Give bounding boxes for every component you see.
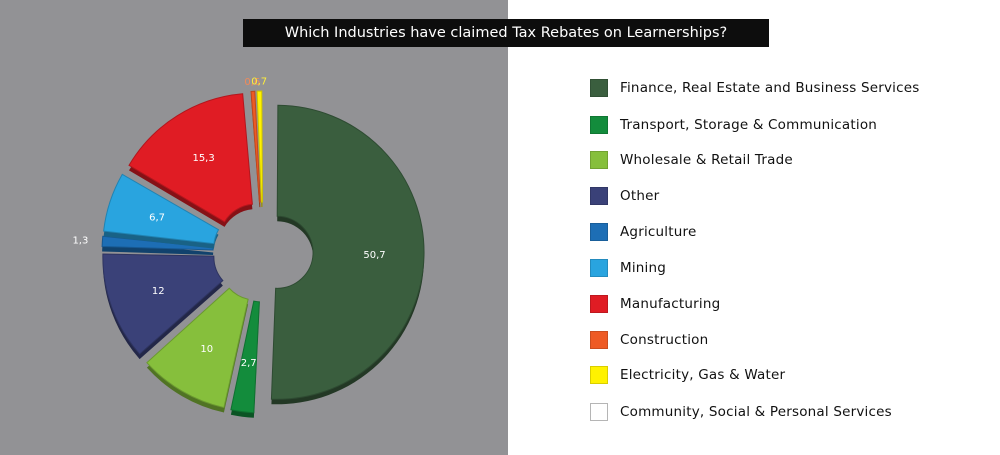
legend-label-transport-storage-and-communication: Transport, Storage & Communication <box>620 117 878 133</box>
legend-item-wholesale-and-retail-trade: Wholesale & Retail Trade <box>590 149 793 171</box>
legend-item-other: Other <box>590 185 659 207</box>
legend-item-electricity-gas-and-water: Electricity, Gas & Water <box>590 364 785 386</box>
legend-item-transport-storage-and-communication: Transport, Storage & Communication <box>590 114 877 136</box>
legend-label-manufacturing: Manufacturing <box>620 296 721 312</box>
legend-background-panel <box>508 0 1000 455</box>
legend-item-agriculture: Agriculture <box>590 221 696 243</box>
legend-swatch-agriculture <box>590 223 608 241</box>
slice-face-construction <box>250 90 261 203</box>
legend-swatch-transport-storage-and-communication <box>590 116 608 134</box>
slice-mining <box>103 173 220 249</box>
slice-manufacturing <box>128 93 253 227</box>
legend-swatch-mining <box>590 259 608 277</box>
slice-electricity-gas-and-water <box>256 90 263 208</box>
legend-swatch-other <box>590 187 608 205</box>
slice-face-finance-real-estate-and-business-services <box>270 104 425 400</box>
slices-layer <box>101 90 425 418</box>
labels-layer: 50,7 2,7 10 12 1,3 6,7 15,3 0,60,7 <box>72 77 385 370</box>
slice-label-finance-real-estate-and-business-services: 50,7 <box>363 250 385 261</box>
legend-label-other: Other <box>620 188 660 204</box>
chart-title: Which Industries have claimed Tax Rebate… <box>243 19 769 47</box>
legend-item-manufacturing: Manufacturing <box>590 293 720 315</box>
legend-label-electricity-gas-and-water: Electricity, Gas & Water <box>620 367 786 383</box>
slice-label-manufacturing: 15,3 <box>192 153 214 164</box>
slice-label-other: 12 <box>152 286 165 297</box>
legend-swatch-electricity-gas-and-water <box>590 366 608 384</box>
legend-label-wholesale-and-retail-trade: Wholesale & Retail Trade <box>620 152 793 168</box>
slice-label-transport-storage-and-communication: 2,7 <box>241 358 257 369</box>
slice-face-transport-storage-and-communication <box>230 300 260 414</box>
slice-label-agriculture: 1,3 <box>72 235 88 246</box>
legend-swatch-construction <box>590 331 608 349</box>
legend-label-agriculture: Agriculture <box>620 224 697 240</box>
donut-chart: 50,7 2,7 10 12 1,3 6,7 15,3 0,60,7 <box>72 77 425 418</box>
slice-face-wholesale-and-retail-trade <box>146 287 249 409</box>
slice-other <box>102 253 224 360</box>
slice-face-electricity-gas-and-water <box>256 90 263 203</box>
slice-label-mining: 6,7 <box>149 213 165 224</box>
slice-construction <box>250 90 261 208</box>
legend-label-construction: Construction <box>620 332 709 348</box>
slice-face-manufacturing <box>128 93 253 223</box>
legend-label-community-social-and-personal-services: Community, Social & Personal Services <box>620 404 892 420</box>
slice-finance-real-estate-and-business-services <box>270 104 425 405</box>
slice-label-wholesale-and-retail-trade: 10 <box>200 344 213 355</box>
slice-transport-storage-and-communication <box>230 300 260 418</box>
legend-item-community-social-and-personal-services: Community, Social & Personal Services <box>590 401 892 423</box>
legend-label-finance-real-estate-and-business-services: Finance, Real Estate and Business Servic… <box>620 80 920 96</box>
legend-swatch-manufacturing <box>590 295 608 313</box>
slice-face-mining <box>103 173 220 245</box>
legend-item-construction: Construction <box>590 329 708 351</box>
slice-label-electricity-gas-and-water: 0,7 <box>251 77 267 88</box>
slice-wholesale-and-retail-trade <box>146 287 249 413</box>
legend-item-mining: Mining <box>590 257 666 279</box>
legend-swatch-community-social-and-personal-services <box>590 403 608 421</box>
slice-face-other <box>102 253 224 355</box>
legend-label-mining: Mining <box>620 260 667 276</box>
legend-swatch-finance-real-estate-and-business-services <box>590 79 608 97</box>
legend-item-finance-real-estate-and-business-services: Finance, Real Estate and Business Servic… <box>590 77 919 99</box>
legend-swatch-wholesale-and-retail-trade <box>590 151 608 169</box>
slice-label-construction: 0,6 <box>244 77 260 88</box>
